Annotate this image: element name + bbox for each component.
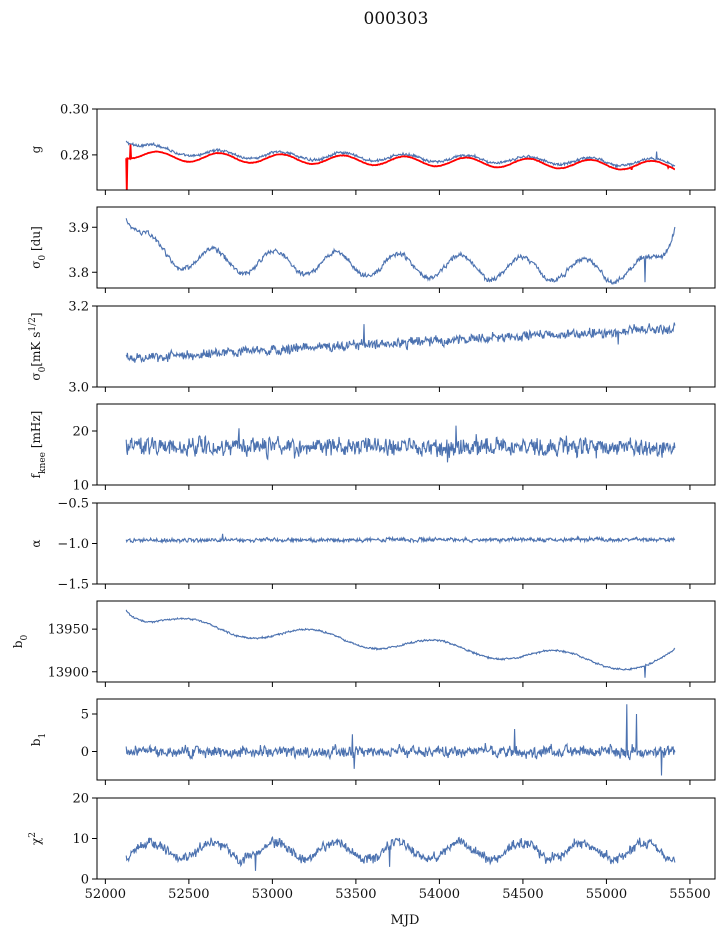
x-tick-label: 53000 [252,887,293,902]
y-tick-label: 3.0 [68,381,89,396]
axes-frame [96,797,716,880]
x-tick-label: 55000 [586,887,627,902]
axes-frame [96,206,716,289]
series-line-g-model [125,144,676,190]
y-tick-label: 10 [72,832,89,847]
y-tick-label: 20 [72,425,89,440]
x-tick-label: 52500 [168,887,209,902]
x-tick-label: 52000 [85,887,126,902]
series-line-g-data [125,140,676,169]
panel-sigma0-mk: 3.0 3.2 σ0[mK s1/2] [28,300,716,396]
y-axis-label: g [29,145,43,153]
chart-panels: 0.28 0.30 g 3.8 3.9 σ0 [du] 3.0 3.2 σ0[mK s1/2] 1… [11,103,716,902]
series-line-alpha-data [125,533,676,545]
x-tick-label: 54500 [502,887,543,902]
panel-alpha: −1.5 −1.0 −0.5 α [29,497,716,593]
y-tick-label: 0 [81,873,89,888]
x-tick-label: 53500 [335,887,376,902]
y-tick-label: 3.9 [68,221,89,236]
panel-fknee: 10 20 fknee [mHz] [29,403,716,494]
y-tick-label: 0.28 [60,148,89,163]
series-line-sigma0-du-data [125,218,676,286]
series-line-b1-data [125,704,676,776]
figure-title: 000303 [364,9,429,29]
series-line-fknee-data [125,425,676,463]
panel-chi2: 0 10 20 52000 52500 53000 53500 54000 54500 55000… [28,792,716,902]
y-tick-label: 0.30 [60,103,89,118]
y-tick-label: −1.5 [57,578,89,593]
y-tick-label: 3.8 [68,266,89,281]
axes-frame [96,108,716,191]
series-line-b0-data [125,609,676,678]
axes-frame [96,502,716,585]
y-tick-label: −1.0 [57,537,89,552]
axes-frame [96,403,716,486]
y-axis-label: b0 [11,635,30,649]
y-axis-label: σ0 [du] [29,226,48,269]
panel-sigma0-du: 3.8 3.9 σ0 [du] [29,206,716,293]
series-line-sigma0-mk-data [125,322,676,364]
y-axis-label: χ2 [28,832,43,845]
panel-b0: 13900 13950 b0 [11,600,716,687]
y-tick-label: 0 [81,745,89,760]
axes-frame [96,305,716,388]
y-axis-label: b1 [29,733,48,746]
y-tick-label: 5 [81,708,89,723]
panel-b1: 0 5 b1 [29,698,716,785]
y-axis-label: σ0[mK s1/2] [28,312,48,380]
series-line-chi2-data [125,836,676,871]
axes-frame [96,600,716,683]
y-tick-label: −0.5 [57,497,89,512]
y-axis-label: α [29,539,43,547]
axes-frame [96,698,716,781]
y-tick-label: 13950 [48,623,89,638]
y-axis-label: fknee [mHz] [29,411,48,479]
panel-g: 0.28 0.30 g [29,103,716,195]
y-tick-label: 10 [72,479,89,494]
y-tick-label: 13900 [48,665,89,680]
y-tick-label: 3.2 [68,300,89,315]
y-tick-label: 20 [72,792,89,807]
x-axis-label: MJD [391,913,420,928]
x-tick-label: 54000 [419,887,460,902]
x-tick-label: 55500 [669,887,710,902]
